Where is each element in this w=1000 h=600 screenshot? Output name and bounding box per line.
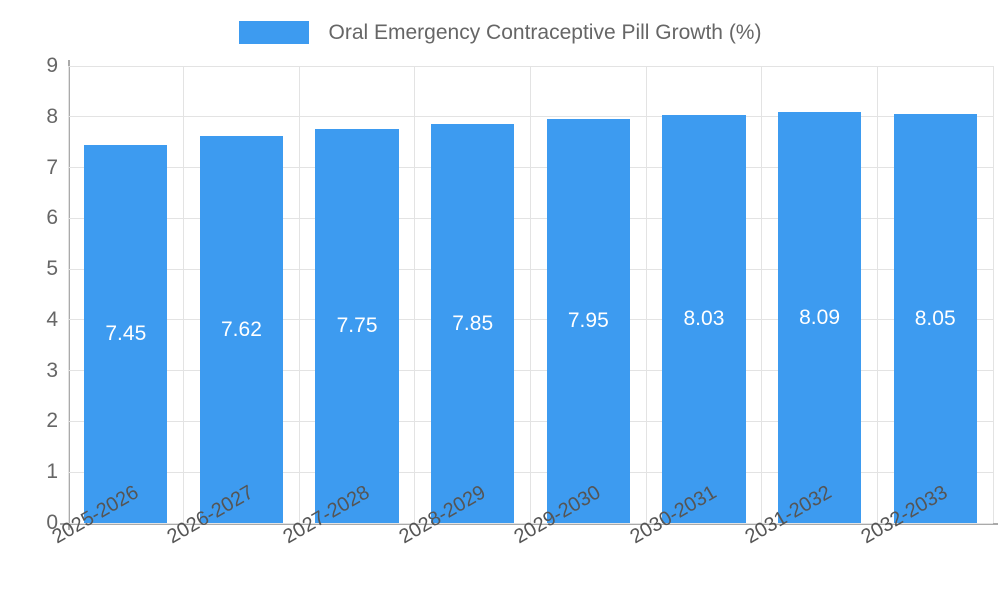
gridline-vertical xyxy=(645,66,647,523)
gridline-vertical xyxy=(530,66,531,523)
bar-value-label: 8.05 xyxy=(914,306,956,330)
plot-area: 7.45 7.62 7.75 7.85 7.95 8.03 8.09 8.05 xyxy=(67,65,994,524)
bar[interactable] xyxy=(199,136,284,523)
bar-value-label: 7.62 xyxy=(221,317,262,341)
y-axis-tick-label: 5 xyxy=(46,257,58,281)
legend-item-label: Oral Emergency Contraceptive Pill Growth… xyxy=(328,20,762,44)
gridline-horizontal xyxy=(68,522,993,524)
bar[interactable] xyxy=(315,129,399,523)
bar[interactable] xyxy=(662,115,746,523)
gridline-vertical xyxy=(414,66,416,523)
y-axis-tick-label: 7 xyxy=(46,155,58,179)
legend-swatch-icon xyxy=(238,20,309,44)
bar[interactable] xyxy=(893,114,977,523)
chart-legend: Oral Emergency Contraceptive Pill Growth… xyxy=(0,12,1000,52)
y-axis-tick-label: 6 xyxy=(46,206,58,230)
gridline-vertical xyxy=(876,66,878,523)
bar-value-label: 7.45 xyxy=(105,321,147,345)
gridline-vertical xyxy=(761,66,763,523)
bar[interactable] xyxy=(777,112,862,523)
y-axis-ticks: 9 8 7 6 5 4 3 2 1 0 xyxy=(0,0,58,600)
y-axis-tick-label: 0 xyxy=(46,511,58,534)
gridline-vertical xyxy=(183,66,185,523)
bar-value-label: 7.85 xyxy=(452,311,494,335)
y-axis-tick-label: 1 xyxy=(46,460,58,484)
y-axis-line xyxy=(68,60,70,530)
gridline-vertical xyxy=(67,66,69,523)
y-axis-tick-label: 4 xyxy=(46,307,58,331)
x-axis-line xyxy=(60,523,998,525)
y-axis-tick-label: 9 xyxy=(46,54,58,77)
bar[interactable] xyxy=(546,119,630,523)
y-axis-tick-label: 8 xyxy=(46,104,58,128)
bar[interactable] xyxy=(84,144,168,523)
y-axis-tick-label: 3 xyxy=(46,358,58,382)
bar-value-label: 7.95 xyxy=(567,309,609,333)
bar-value-label: 8.03 xyxy=(683,307,725,331)
gridline-vertical xyxy=(298,66,300,523)
bar[interactable] xyxy=(431,124,515,523)
bar-value-label: 7.75 xyxy=(336,314,378,338)
y-axis-tick-label: 2 xyxy=(46,409,58,433)
bar-value-label: 8.09 xyxy=(799,305,840,329)
legend-item-0[interactable]: Oral Emergency Contraceptive Pill Growth… xyxy=(238,20,762,44)
gridline-vertical xyxy=(992,66,994,523)
